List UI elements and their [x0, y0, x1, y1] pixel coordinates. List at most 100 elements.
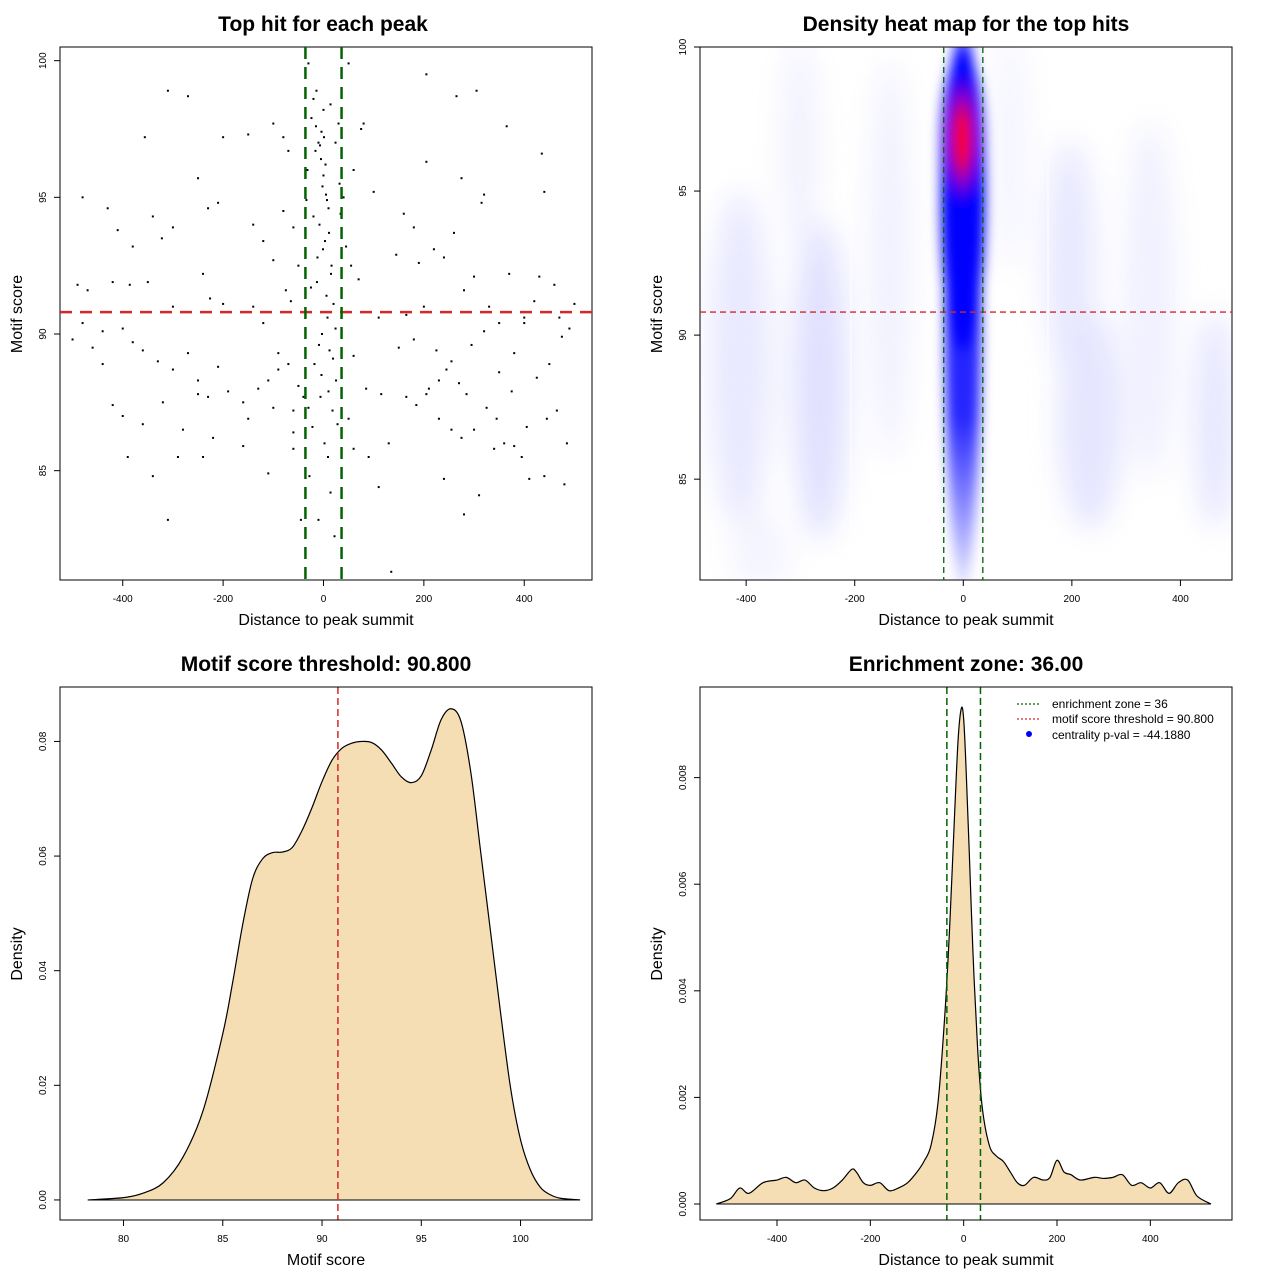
scatter-point [387, 442, 390, 445]
scatter-point [503, 442, 506, 445]
scatter-y-tick-label: 95 [38, 191, 49, 203]
scatter-point [460, 177, 463, 180]
scatter-point [425, 160, 428, 163]
scatter-point [478, 494, 481, 497]
scatter-point [292, 431, 295, 434]
distance-density-curve [716, 706, 1212, 1205]
scatter-point [302, 395, 305, 398]
scatter-point [347, 417, 350, 420]
scatter-point [432, 248, 435, 251]
scatter-point [450, 428, 453, 431]
scatter-point [553, 283, 556, 286]
scatter-point [397, 346, 400, 349]
scatter-point [332, 302, 335, 305]
scatter-point [217, 365, 220, 368]
scatter-point [222, 136, 225, 139]
scatter-point [128, 283, 131, 286]
scatter-point [326, 199, 329, 202]
scatter-point [483, 193, 486, 196]
scatter-point [425, 393, 428, 396]
heatmap-hotspot [938, 47, 987, 235]
scatter-point [166, 89, 169, 92]
scatter-point [545, 417, 548, 420]
scatter-point [405, 313, 408, 316]
scatter-point [365, 387, 368, 390]
scatter-point [334, 327, 337, 330]
scatter-point [323, 240, 326, 243]
scatter-point [131, 341, 134, 344]
distance-density-x-label: Distance to peak summit [878, 1252, 1054, 1269]
scatter-point [390, 570, 393, 573]
scatter-point [318, 223, 321, 226]
scatter-point [323, 442, 326, 445]
scatter-point [272, 122, 275, 125]
scatter-point [442, 256, 445, 259]
scatter-point [287, 149, 290, 152]
scatter-x-tick-label: 400 [516, 594, 533, 605]
scatter-point [336, 423, 339, 426]
scatter-point [485, 406, 488, 409]
scatter-point [463, 289, 466, 292]
scatter-point [252, 223, 255, 226]
scatter-point [101, 330, 104, 333]
distance-density-x-tick-label: 0 [961, 1234, 967, 1245]
scatter-point [458, 382, 460, 385]
scatter-point [427, 387, 430, 390]
scatter-point [455, 95, 458, 98]
scatter-point [357, 278, 360, 281]
scatter-point [495, 417, 498, 420]
scatter-point [314, 125, 317, 128]
scatter-point [412, 226, 415, 229]
scatter-point [558, 316, 561, 319]
scatter-point [488, 305, 491, 308]
scatter-point [523, 316, 526, 319]
scatter-point [116, 229, 119, 232]
scatter-point [277, 352, 280, 355]
scatter-point [320, 374, 323, 376]
scatter-point [560, 335, 563, 338]
scatter-point [435, 349, 438, 352]
scatter-point [523, 322, 526, 325]
scatter-title: Top hit for each peak [218, 13, 428, 36]
distance-density-x-tick-label: 200 [1049, 1234, 1066, 1245]
scatter-point [422, 305, 425, 308]
scatter-point [71, 338, 74, 341]
scatter-point [292, 226, 295, 229]
heatmap-y-ticks: 85 90 95 100 [678, 38, 700, 485]
scatter-point [328, 349, 331, 352]
scatter-point [267, 379, 270, 382]
distance-density-title: Enrichment zone: 36.00 [849, 653, 1084, 676]
scatter-point [247, 417, 250, 420]
scatter-point [525, 425, 528, 428]
scatter-point [475, 89, 478, 92]
heatmap-x-ticks: -400 -200 0 200 400 [736, 580, 1189, 605]
scatter-point [81, 322, 84, 325]
scatter-point [186, 352, 189, 355]
scatter-point [312, 97, 315, 100]
legend-centrality-swatch [1026, 731, 1032, 737]
scatter-point [417, 261, 420, 264]
scatter-point [161, 401, 164, 404]
scatter-point [315, 281, 318, 284]
heatmap-x-tick-label: 200 [1064, 594, 1081, 605]
score-density-area [87, 708, 581, 1200]
legend-centrality-label: centrality p-val = -44.1880 [1052, 728, 1191, 742]
scatter-y-ticks: 85 90 95 100 [38, 52, 60, 476]
scatter-point [247, 133, 250, 136]
scatter-point [86, 289, 89, 292]
scatter-point [252, 305, 255, 308]
scatter-point [445, 368, 448, 371]
scatter-point [111, 281, 114, 284]
distance-density-y-label: Density [649, 927, 666, 980]
scatter-point [160, 237, 163, 240]
scatter-point [227, 390, 230, 393]
scatter-point [242, 445, 245, 448]
scatter-point [197, 379, 200, 382]
scatter-point [310, 117, 313, 120]
scatter-point [483, 330, 486, 333]
scatter-y-tick-label: 90 [38, 328, 49, 340]
scatter-point [327, 456, 330, 458]
scatter-point [262, 240, 265, 243]
scatter-point [345, 245, 348, 248]
